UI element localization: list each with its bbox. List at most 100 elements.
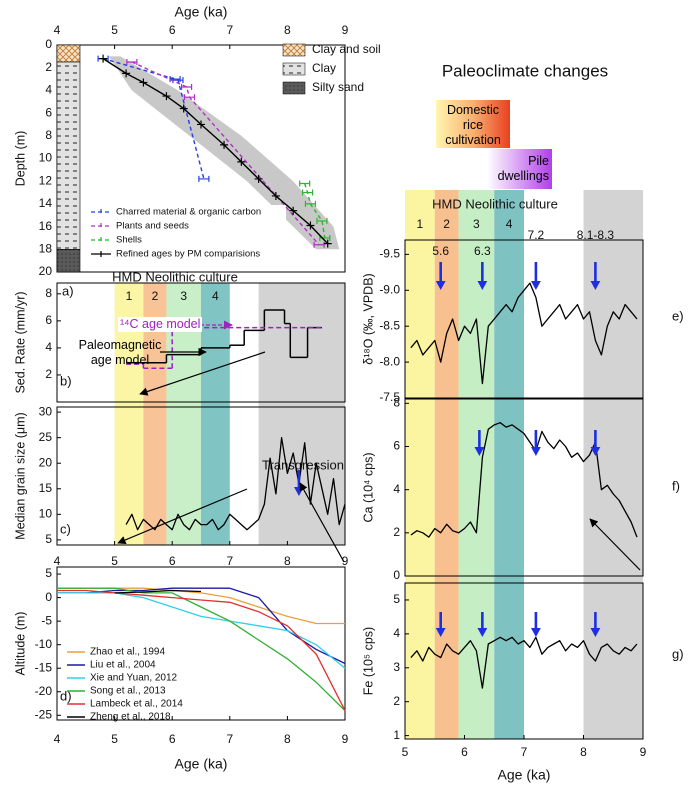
legend-label: Zhao et al., 1994	[90, 647, 165, 658]
x-tick-label: 9	[342, 23, 349, 37]
y-axis-label: δ¹⁸O (‰, VPDB)	[361, 273, 375, 364]
period-band	[143, 283, 167, 545]
series-line	[410, 282, 638, 385]
y-tick-label: 1	[393, 728, 400, 742]
annotation: HMD Neolithic culture	[432, 196, 558, 211]
y-tick-label: -9.0	[379, 282, 400, 296]
y-tick-label: 3	[393, 660, 400, 674]
period-label: 4	[212, 289, 219, 303]
panel-label: c)	[60, 521, 71, 536]
period-label: 1	[126, 289, 133, 303]
data-point	[139, 78, 148, 87]
y-tick-label: -25	[35, 707, 53, 721]
panel-label: e)	[672, 308, 684, 323]
event-arrow	[590, 430, 601, 456]
event-label: 5.6	[432, 244, 449, 258]
plot-frame	[56, 406, 346, 546]
shade-band	[258, 283, 345, 545]
y-tick-label: 20	[39, 264, 53, 278]
series-line	[57, 587, 346, 665]
x-tick-label: 7	[226, 23, 233, 37]
y-tick-label: 20	[39, 455, 53, 469]
event-arrow	[531, 612, 541, 637]
y-tick-label: -15	[35, 660, 53, 674]
y-tick-label: 14	[39, 196, 53, 210]
legend-label: Charred material & organic carbon	[116, 207, 261, 218]
event-label: 7.2	[528, 228, 545, 242]
data-point	[197, 120, 205, 129]
data-point	[181, 83, 193, 90]
data-point	[299, 180, 311, 187]
x-tick-label: 5	[402, 745, 409, 759]
x-tick-label: 5	[111, 23, 118, 37]
y-tick-label: 6	[45, 105, 52, 119]
legend-label: Song et al., 2013	[90, 686, 166, 697]
rice-cultivation-box	[436, 100, 510, 148]
plot-frame	[404, 239, 644, 399]
y-tick-label: 6	[393, 439, 400, 453]
y-tick-label: 5	[45, 532, 52, 546]
event-arrow	[435, 262, 446, 290]
annotation: Transgression	[262, 457, 344, 472]
data-point	[306, 221, 315, 230]
x-tick-label: 6	[169, 554, 176, 568]
series-line	[125, 437, 346, 531]
data-point	[237, 157, 246, 166]
legend-label: Liu et al., 2004	[90, 660, 156, 671]
data-point	[99, 54, 108, 63]
event-arrow	[477, 612, 488, 637]
background-layer	[436, 100, 552, 189]
legend-sample	[91, 209, 111, 215]
panel-label: a)	[62, 283, 74, 298]
y-tick-label: 18	[39, 241, 53, 255]
series-line	[131, 61, 320, 246]
y-tick-label: 0	[393, 568, 400, 582]
data-point	[179, 104, 188, 113]
trend-arrow	[589, 518, 641, 571]
x-tick-label: 8	[284, 23, 291, 37]
panel-label: g)	[672, 646, 684, 661]
data-point	[316, 217, 328, 224]
period-band	[201, 283, 230, 545]
event-arrow	[590, 612, 601, 637]
period-band	[434, 190, 459, 739]
legend-swatch	[282, 81, 306, 95]
x-tick-label: 4	[54, 554, 61, 568]
lithology-unit	[56, 44, 81, 63]
legend-label: Lambeck et al., 2014	[90, 699, 183, 710]
x-tick-label: 5	[111, 554, 118, 568]
data-point	[301, 189, 314, 196]
c14-model-label: ¹⁴C age model	[118, 317, 203, 332]
series-line	[410, 636, 638, 689]
y-tick-label: 4	[45, 340, 52, 354]
chart-title: Paleoclimate changes	[442, 61, 608, 80]
legend-label: Clay and soil	[312, 42, 381, 56]
event-arrow	[531, 430, 541, 456]
trend-arrow	[117, 488, 248, 544]
x-axis-label: Age (ka)	[498, 767, 551, 783]
data-point	[126, 59, 138, 66]
y-tick-label: -9.5	[379, 247, 400, 261]
panel-label: d)	[60, 688, 72, 703]
pm-model-label: Paleomagnetic age model	[78, 338, 162, 367]
series-line	[114, 589, 202, 594]
y-tick-label: -5	[41, 613, 52, 627]
data-point	[304, 200, 317, 207]
plot-frame	[56, 282, 346, 403]
x-tick-label: 8	[580, 745, 587, 759]
y-tick-label: 0	[45, 590, 52, 604]
x-tick-label: 9	[640, 745, 647, 759]
y-tick-label: 30	[39, 404, 53, 418]
y-tick-label: -8.0	[379, 354, 400, 368]
y-tick-label: 4	[393, 626, 400, 640]
series-line	[57, 589, 346, 711]
y-tick-label: 6	[45, 313, 52, 327]
x-tick-label: 7	[521, 745, 528, 759]
plot-frame	[56, 566, 346, 721]
x-axis-label: Age (ka)	[175, 756, 228, 772]
period-label: 1	[417, 217, 424, 231]
y-axis-label: Depth (m)	[13, 131, 27, 187]
event-arrow	[435, 612, 446, 637]
data-point	[254, 174, 263, 183]
